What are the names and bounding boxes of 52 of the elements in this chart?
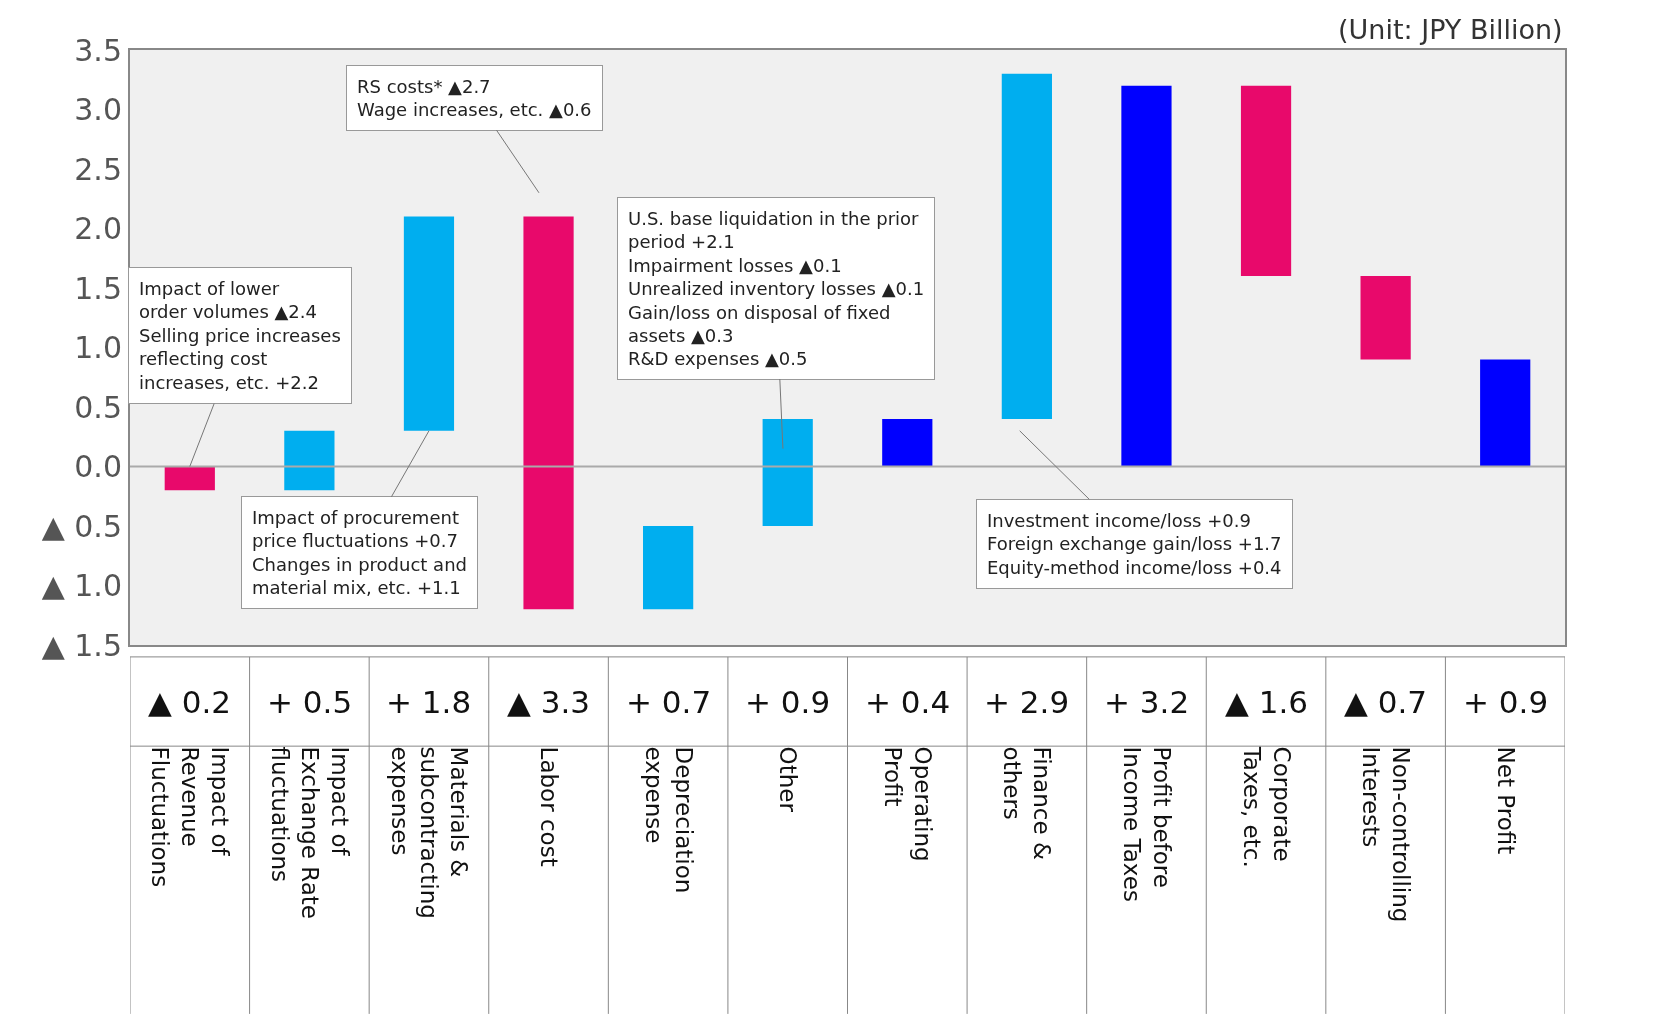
y-tick-label: 0.0 xyxy=(74,449,122,484)
y-tick-label: 2.5 xyxy=(74,151,122,187)
x-tick-label: Other xyxy=(775,746,802,813)
y-tick-label: 0.5 xyxy=(74,389,122,425)
data-label: + 0.9 xyxy=(1463,684,1549,720)
x-tick-label: Materials & subcontracting expenses xyxy=(386,746,473,919)
bar xyxy=(882,418,933,467)
data-label: + 0.4 xyxy=(865,684,951,720)
y-tick-label: ▲ 1.0 xyxy=(41,568,122,603)
bar xyxy=(762,418,813,526)
x-tick-label: Net Profit xyxy=(1492,746,1519,855)
annotation: Impact of lower order volumes ▲2.4 Selling price increases reflecting cost increases, etc. +2.2 xyxy=(139,278,341,393)
data-label: + 1.8 xyxy=(386,684,472,720)
bar xyxy=(1360,276,1411,360)
y-tick-label: 3.5 xyxy=(74,32,122,68)
data-label: + 3.2 xyxy=(1104,684,1190,720)
data-label: + 0.5 xyxy=(267,684,353,720)
annotation: U.S. base liquidation in the prior period +2.1 Impairment losses ▲0.1 Unrealized inventory losses ▲0.1 Gain/loss on disposal of fixed assets ▲0.3 R&D expenses ▲0.5 xyxy=(628,208,925,370)
x-tick-label: Depreciation expense xyxy=(640,746,697,894)
bar xyxy=(523,216,574,610)
data-label: ▲ 0.7 xyxy=(1344,684,1427,720)
y-tick-label: 3.0 xyxy=(74,92,122,127)
bar xyxy=(1480,359,1531,467)
bar xyxy=(403,216,455,431)
x-tick-label: Labor cost xyxy=(536,746,563,867)
x-tick-label: Impact of Revenue Fluctuations xyxy=(147,746,234,888)
data-label: + 0.7 xyxy=(626,684,712,720)
y-tick-label: 1.5 xyxy=(74,270,122,306)
text: (Unit: JPY Billion) xyxy=(1338,14,1563,45)
y-tick-label: 1.0 xyxy=(74,330,122,365)
y-tick-label: ▲ 0.5 xyxy=(41,508,122,544)
y-tick-label: ▲ 1.5 xyxy=(41,627,122,663)
data-label: ▲ 3.3 xyxy=(507,684,590,720)
bar xyxy=(284,430,335,491)
bar xyxy=(1121,85,1172,467)
x-tick-label: Finance & others xyxy=(999,746,1056,860)
x-tick-label: Corporate Taxes, etc. xyxy=(1238,745,1295,868)
data-label: ▲ 1.6 xyxy=(1225,684,1308,720)
bar xyxy=(643,526,694,610)
data-label: + 2.9 xyxy=(984,684,1070,720)
bar xyxy=(164,466,215,491)
y-tick-label: 2.0 xyxy=(74,211,122,246)
data-label: + 0.9 xyxy=(745,684,831,720)
annotation: RS costs* ▲2.7 Wage increases, etc. ▲0.6 xyxy=(357,76,592,121)
annotation: Investment income/loss +0.9 Foreign exchange gain/loss +1.7 Equity-method income/loss +0.4 xyxy=(987,510,1282,578)
x-tick-label: Non-controlling Interests xyxy=(1358,746,1415,923)
x-tick-label: Impact of Exchange Rate fluctuations xyxy=(267,746,353,920)
bar xyxy=(1240,85,1292,277)
annotation: Impact of procurement price fluctuations +0.7 Changes in product and material mix, etc. +1.1 xyxy=(252,507,467,599)
bar xyxy=(1001,73,1052,419)
x-tick-label: Operating Profit xyxy=(879,746,936,862)
data-label: ▲ 0.2 xyxy=(148,684,231,720)
